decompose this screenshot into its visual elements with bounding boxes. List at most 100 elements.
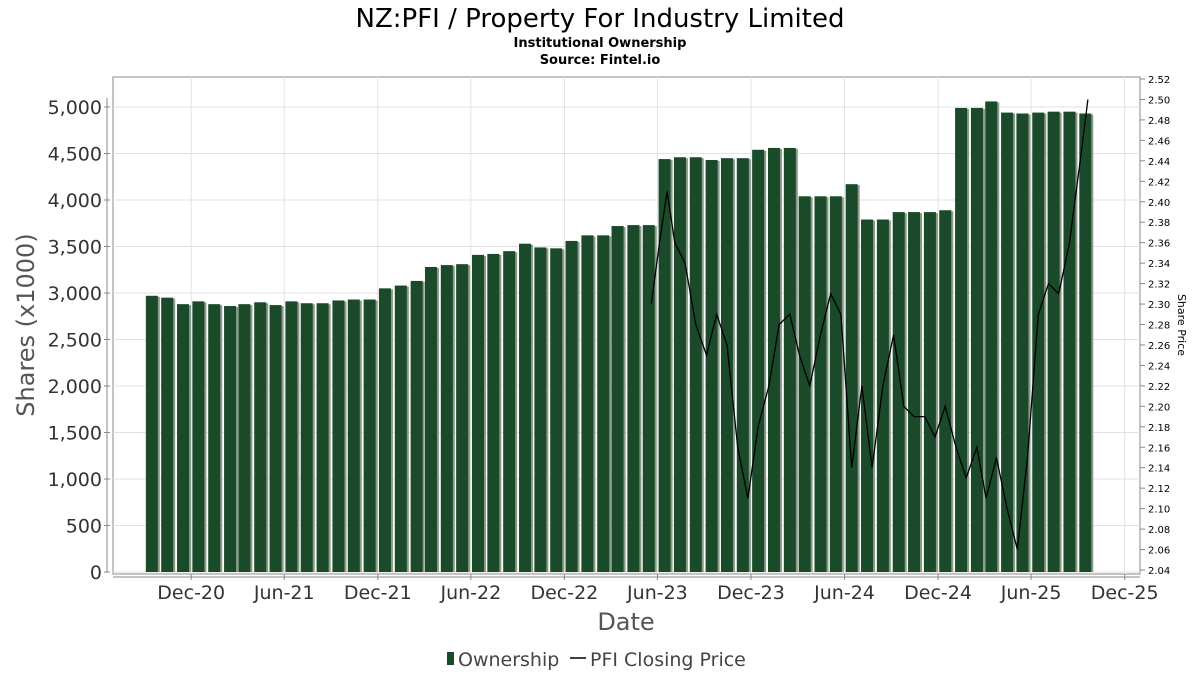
left-tick-label: 0 (90, 562, 102, 584)
x-tick-label: Dec-24 (904, 582, 972, 604)
x-tick-label: Dec-20 (157, 582, 225, 604)
ownership-bar (254, 302, 267, 572)
right-tick-label: 2.32 (1148, 280, 1170, 291)
right-tick-label: 2.18 (1148, 423, 1170, 434)
left-tick-label: 500 (66, 516, 102, 538)
chart-source: Source: Fintel.io (540, 53, 661, 68)
ownership-bar (705, 160, 718, 572)
ownership-bar (565, 240, 578, 573)
left-tick-label: 4,000 (48, 190, 102, 212)
right-tick-label: 2.40 (1148, 198, 1170, 209)
y2-axis-label: Share Price (1175, 294, 1188, 356)
ownership-bar (378, 288, 391, 572)
ownership-bar (876, 219, 889, 572)
right-tick-label: 2.08 (1148, 525, 1170, 536)
ownership-bar (1047, 111, 1060, 573)
ownership-bar (471, 254, 484, 572)
ownership-bar (923, 212, 936, 572)
ownership-bar (363, 299, 376, 572)
x-axis-label: Date (597, 608, 654, 636)
x-axis-ticks: Dec-20 Jun-21 Dec-21 Jun-22 Dec-22 Jun-23 Dec-… (113, 574, 1159, 604)
x-tick-label: Jun-23 (626, 582, 688, 604)
right-tick-label: 2.52 (1148, 75, 1170, 86)
x-tick-label: Dec-21 (344, 582, 412, 604)
right-tick-label: 2.36 (1148, 239, 1170, 250)
ownership-bar (627, 225, 640, 573)
left-tick-label: 1,500 (48, 423, 102, 445)
ownership-bar (783, 147, 796, 573)
ownership-bar (285, 301, 298, 572)
ownership-bar (861, 219, 874, 572)
legend-ownership-label: Ownership (458, 649, 559, 671)
left-tick-label: 3,500 (48, 237, 102, 259)
ownership-bar (720, 158, 733, 572)
left-tick-label: 2,000 (48, 376, 102, 398)
ownership-bar (736, 158, 749, 572)
left-tick-label: 2,500 (48, 330, 102, 352)
ownership-bar (642, 225, 655, 573)
ownership-bar (1063, 111, 1076, 573)
ownership-bar (581, 235, 594, 572)
ownership-bar (1079, 113, 1092, 572)
right-tick-label: 2.10 (1148, 505, 1170, 516)
left-axis-ticks: 0 500 1,000 1,500 2,000 2,500 3,000 3,500 4,000 4… (48, 97, 110, 584)
right-tick-label: 2.06 (1148, 546, 1170, 557)
right-tick-label: 2.44 (1148, 157, 1170, 168)
ownership-bar (456, 264, 469, 572)
ownership-bar (347, 299, 360, 572)
ownership-bar (238, 304, 251, 572)
right-tick-label: 2.42 (1148, 177, 1170, 188)
ownership-bar (892, 212, 905, 572)
right-tick-label: 2.28 (1148, 321, 1170, 332)
left-tick-label: 4,500 (48, 144, 102, 166)
ownership-bar (798, 196, 811, 572)
ownership-bar (503, 251, 516, 572)
left-tick-label: 3,000 (48, 283, 102, 305)
ownership-bar (161, 297, 174, 572)
ownership-bar (845, 184, 858, 572)
ownership-bar (269, 305, 282, 572)
right-tick-label: 2.12 (1148, 484, 1170, 495)
right-tick-label: 2.14 (1148, 464, 1170, 475)
ownership-bar (767, 147, 780, 573)
right-tick-label: 2.24 (1148, 361, 1170, 372)
ownership-bar (673, 157, 686, 572)
ownership-bar (829, 196, 842, 572)
ownership-bar (908, 212, 921, 572)
ownership-bar (177, 304, 190, 572)
ownership-bar (1001, 112, 1014, 572)
right-tick-label: 2.38 (1148, 218, 1170, 229)
ownership-bar (534, 247, 547, 572)
x-tick-label: Jun-21 (253, 582, 315, 604)
right-tick-label: 2.16 (1148, 443, 1170, 454)
ownership-bar (300, 303, 313, 572)
x-tick-label: Dec-22 (530, 582, 598, 604)
right-axis-ticks: 2.04 2.06 2.08 2.10 2.12 2.14 2.16 2.18 2.20 2.22… (1140, 75, 1170, 577)
price-line (650, 99, 1089, 550)
x-tick-label: Dec-23 (717, 582, 785, 604)
legend-ownership-swatch (447, 652, 454, 665)
ownership-bar (410, 280, 423, 572)
right-tick-label: 2.48 (1148, 116, 1170, 127)
ownership-bar (597, 235, 610, 572)
ownership-bar (224, 306, 237, 572)
ownership-bar (550, 248, 563, 573)
ownership-bar (1032, 112, 1045, 572)
ownership-bar (487, 253, 500, 572)
legend: Ownership PFI Closing Price (447, 649, 746, 671)
ownership-bar (939, 210, 952, 573)
right-tick-label: 2.04 (1148, 566, 1170, 577)
chart-subtitle: Institutional Ownership (514, 36, 687, 51)
left-tick-label: 5,000 (48, 97, 102, 119)
ownership-bar (440, 265, 453, 572)
x-tick-label: Jun-24 (813, 582, 875, 604)
ownership-bars (145, 101, 1094, 573)
ownership-bar (970, 107, 983, 573)
right-tick-label: 2.30 (1148, 300, 1170, 311)
right-tick-label: 2.22 (1148, 382, 1170, 393)
ownership-bar (192, 301, 205, 572)
ownership-bar (208, 304, 221, 572)
ownership-bar (955, 107, 968, 573)
ownership-bar (145, 295, 158, 572)
